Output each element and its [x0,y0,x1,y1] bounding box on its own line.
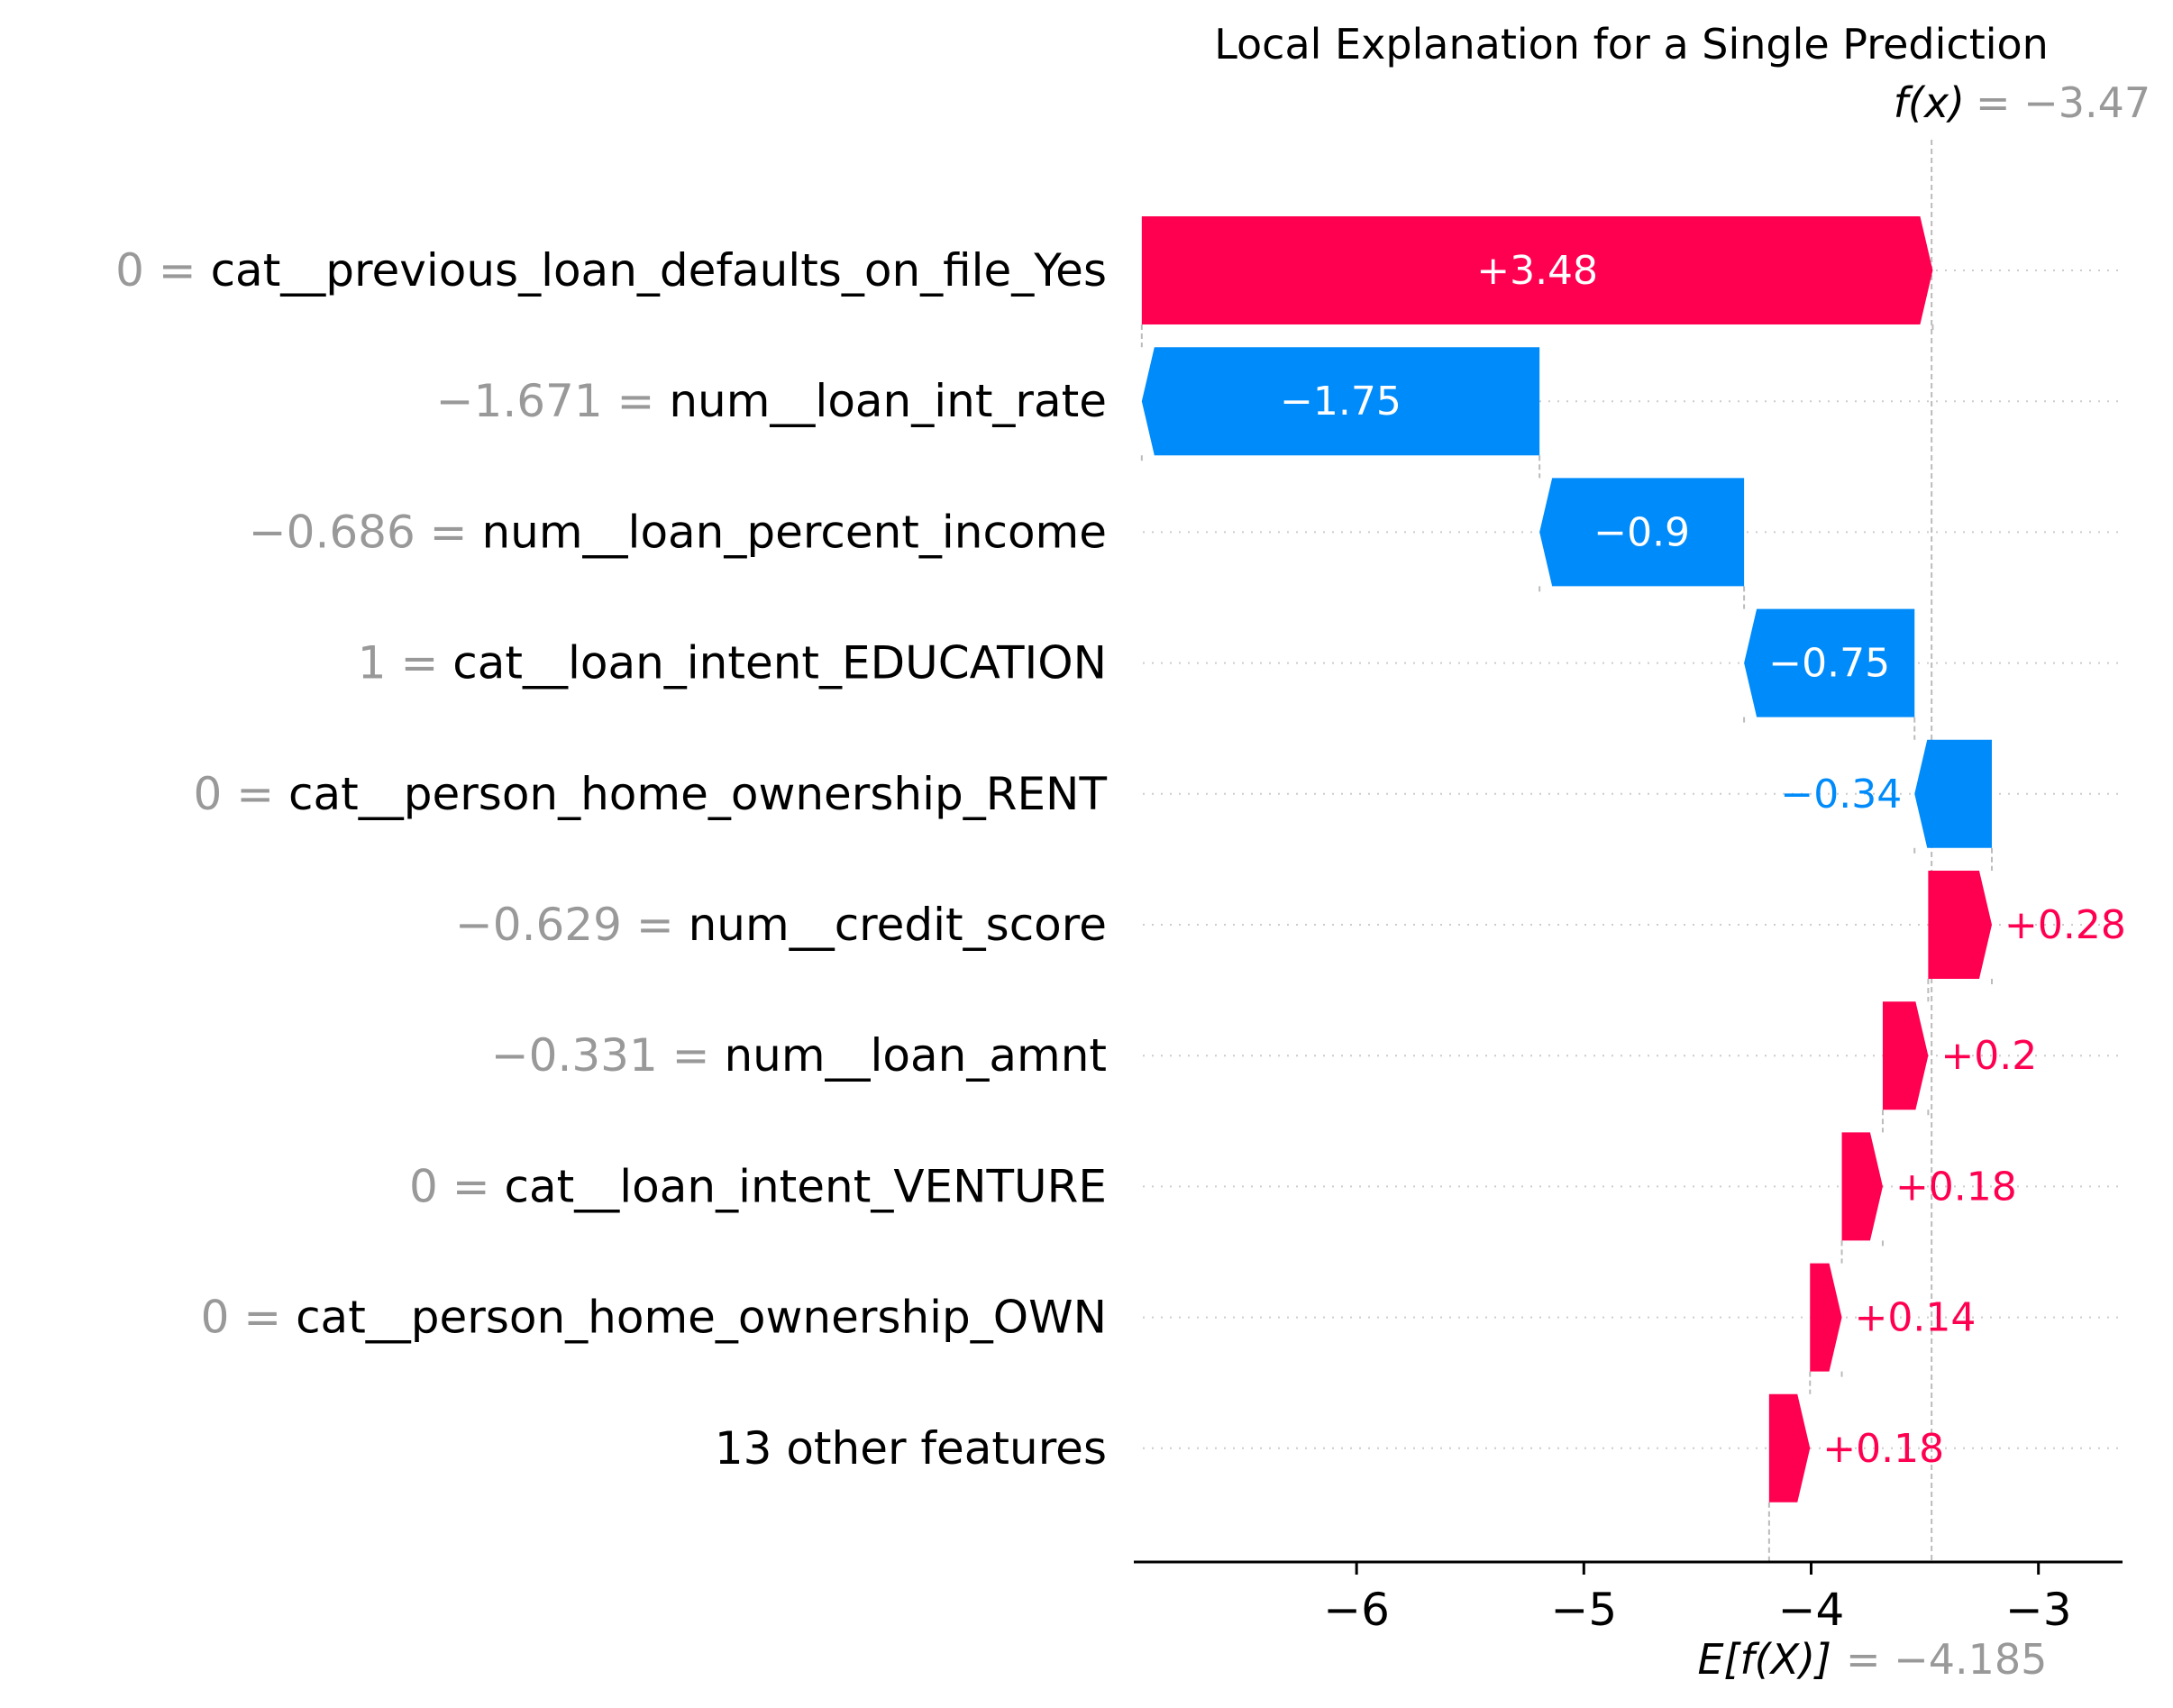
x-axis: −6 −5 −4 −3 [1134,1560,2123,1636]
bar-value-label: +0.14 [1855,1295,1977,1341]
feature-value: 1 = [358,637,453,690]
bar-value-label: −0.34 [1780,772,1902,817]
fx-label: f(x) [1894,78,1965,127]
bar-value-label: −1.75 [1280,379,1401,425]
waterfall-bar [1744,608,1915,717]
x-tick-label: −5 [1550,1584,1617,1636]
feature-value: 0 = [193,768,288,820]
feature-value: −0.331 = [491,1029,725,1082]
feature-label: −1.671 = num__loan_int_rate [436,375,1107,427]
base-annotation: E[f(X)] = −4.185 [1697,1635,2047,1684]
feature-name: cat__person_home_ownership_RENT [288,768,1107,820]
x-tick-label: −4 [1778,1584,1845,1636]
waterfall-bar [1141,216,1933,324]
waterfall-bar [1141,347,1540,456]
feature-value: 0 = [409,1160,505,1212]
feature-name: cat__loan_intent_EDUCATION [452,637,1107,690]
bar-value-label: +0.28 [2004,902,2126,948]
feature-name: cat__loan_intent_VENTURE [505,1160,1107,1212]
chart-title: Local Explanation for a Single Predictio… [1214,20,2049,69]
feature-value: −0.686 = [249,506,482,558]
bar-value-label: +0.18 [1895,1164,2017,1210]
feature-label: 1 = cat__loan_intent_EDUCATION [358,637,1107,690]
feature-name: cat__previous_loan_defaults_on_file_Yes [211,244,1107,297]
connector-layer [1140,140,1993,1562]
feature-label: 13 other features [715,1422,1107,1475]
fx-value: = −3.47 [1976,78,2150,127]
feature-value: 0 = [115,244,211,297]
base-label: E[f(X)] [1697,1635,1831,1684]
feature-name: 13 other features [715,1422,1107,1475]
waterfall-bar [1928,871,1992,979]
base-value: = −4.185 [1846,1635,2047,1684]
feature-labels-layer: 0 = cat__previous_loan_defaults_on_file_… [115,244,1107,1475]
feature-name: num__loan_amnt [724,1029,1107,1082]
waterfall-bar [1841,1132,1883,1241]
feature-name: num__loan_percent_income [481,506,1107,558]
feature-value: −0.629 = [455,899,689,951]
feature-value: −1.671 = [436,375,670,427]
waterfall-bar [1768,1393,1811,1502]
bars-layer: +3.48 −1.75 −0.9 −0.75 −0.34 +0.28 +0.2 +0.18 +0… [1141,216,2126,1502]
feature-name: cat__person_home_ownership_OWN [296,1292,1107,1344]
bar-value-label: +3.48 [1476,248,1598,294]
feature-value: 0 = [201,1292,297,1344]
feature-label: −0.686 = num__loan_percent_income [249,506,1107,558]
waterfall-bar [1539,478,1745,587]
feature-label: 0 = cat__previous_loan_defaults_on_file_… [115,244,1107,297]
waterfall-bar [1810,1263,1842,1372]
bar-value-label: −0.75 [1768,641,1890,687]
feature-name: num__loan_int_rate [669,375,1107,427]
bar-value-label: +0.18 [1822,1426,1944,1472]
feature-label: −0.629 = num__credit_score [455,899,1107,951]
feature-label: 0 = cat__person_home_ownership_RENT [193,768,1107,820]
fx-annotation: f(x) = −3.47 [1894,78,2150,127]
bar-value-label: −0.9 [1593,509,1690,555]
x-tick-label: −3 [2005,1584,2072,1636]
x-tick-label: −6 [1323,1584,1390,1636]
feature-label: 0 = cat__person_home_ownership_OWN [201,1292,1107,1344]
feature-name: num__credit_score [689,899,1107,951]
feature-label: −0.331 = num__loan_amnt [491,1029,1107,1082]
feature-label: 0 = cat__loan_intent_VENTURE [409,1160,1107,1212]
waterfall-bar [1882,1001,1929,1110]
waterfall-bar [1914,739,1992,848]
bar-value-label: +0.2 [1940,1033,2037,1079]
